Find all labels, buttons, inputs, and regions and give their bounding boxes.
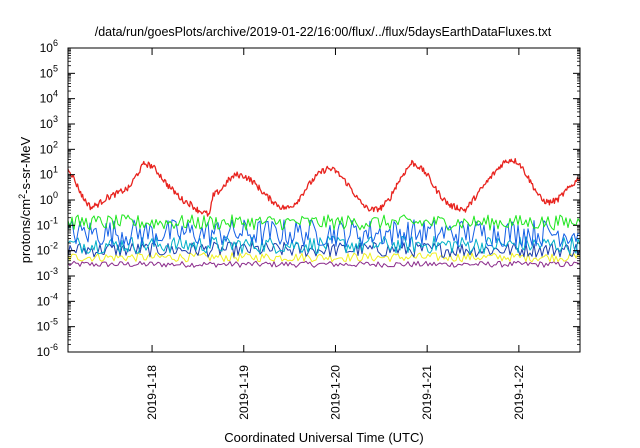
x-tick-label: 2019-1-20 (328, 365, 342, 420)
y-tick-label: 106 (40, 38, 58, 55)
y-axis-title: protons/cm2-s-sr-MeV (17, 136, 33, 263)
y-tick-label-exp: -6 (50, 342, 58, 352)
series-line-1 (67, 157, 581, 217)
y-tick-label: 105 (40, 63, 58, 80)
y-tick-label-base: 10 (37, 244, 51, 258)
y-tick-label-base: 10 (37, 320, 51, 334)
y-tick-label-base: 10 (40, 193, 54, 207)
y-tick-label-exp: -2 (50, 241, 58, 251)
y-tick-label-exp: -4 (50, 291, 58, 301)
y-tick-label-base: 10 (37, 269, 51, 283)
x-tick-label: 2019-1-18 (145, 365, 159, 420)
series-line-6 (67, 252, 581, 263)
ticks-layer (68, 47, 580, 353)
y-tick-label: 104 (40, 89, 58, 106)
y-tick-label: 102 (40, 139, 58, 156)
y-tick-label-exp: 1 (53, 165, 58, 175)
x-tick-label: 2019-1-19 (237, 365, 251, 420)
y-tick-label: 10-4 (37, 291, 58, 308)
x-axis-title: Coordinated Universal Time (UTC) (224, 430, 423, 445)
x-tick-labels: 2019-1-18 2019-1-19 2019-1-20 2019-1-21 2019… (145, 365, 526, 420)
y-tick-labels: 10-610-510-410-310-210-11001011021031041… (37, 38, 58, 359)
series-line-7 (67, 260, 581, 268)
y-tick-label-base: 10 (40, 66, 54, 80)
y-tick-label-exp: 6 (53, 38, 58, 48)
y-tick-label-base: 10 (40, 142, 54, 156)
y-tick-label-base: 10 (40, 117, 54, 131)
y-tick-label-exp: 2 (53, 139, 58, 149)
y-tick-label: 10-3 (37, 266, 58, 283)
series-line-4 (67, 235, 581, 255)
y-tick-label: 10-1 (37, 215, 58, 232)
y-axis-title-base: protons/cm (18, 199, 33, 263)
series-line-2 (67, 214, 581, 231)
y-axis-title-sup: 2 (17, 194, 27, 199)
y-tick-label: 101 (40, 165, 58, 182)
y-tick-label-exp: 5 (53, 63, 58, 73)
y-tick-label-exp: -5 (50, 317, 58, 327)
y-tick-label-exp: 4 (53, 89, 58, 99)
y-tick-label-base: 10 (37, 218, 51, 232)
y-tick-label-base: 10 (37, 294, 51, 308)
series-line-3 (67, 219, 581, 248)
y-tick-label-base: 10 (40, 92, 54, 106)
y-tick-label-base: 10 (40, 168, 54, 182)
y-tick-label: 10-2 (37, 241, 58, 258)
y-tick-label-exp: 3 (53, 114, 58, 124)
y-tick-label-exp: 0 (53, 190, 58, 200)
series-layer (67, 157, 581, 268)
y-tick-label: 100 (40, 190, 58, 207)
y-tick-label-base: 10 (40, 41, 54, 55)
y-tick-label-base: 10 (37, 345, 51, 359)
y-tick-label-exp: -1 (50, 215, 58, 225)
y-tick-label: 10-6 (37, 342, 58, 359)
y-tick-label-exp: -3 (50, 266, 58, 276)
y-tick-label: 10-5 (37, 317, 58, 334)
y-tick-label: 103 (40, 114, 58, 131)
y-axis-title-rest: -s-sr-MeV (18, 136, 33, 193)
x-tick-label: 2019-1-21 (420, 365, 434, 420)
chart-title: /data/run/goesPlots/archive/2019-01-22/1… (95, 25, 552, 39)
x-tick-label: 2019-1-22 (512, 365, 526, 420)
